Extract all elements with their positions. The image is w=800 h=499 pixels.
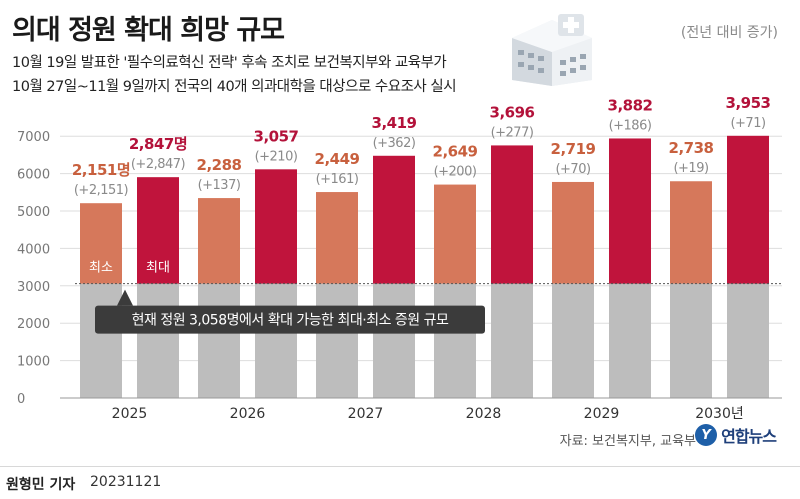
y-tick-label: 1000 [17,355,50,370]
bar-min [434,184,476,284]
annotation-box [95,305,485,334]
data-label-max: 3,057 [254,127,299,145]
page-title: 의대 정원 확대 희망 규모 [12,15,285,46]
data-label-max: 2,847명 [129,135,187,153]
chart-panel: 의대 정원 확대 희망 규모 (전년 대비 증가) 10월 19일 발표한 '필… [12,14,782,449]
bar-min [316,192,358,284]
bar-min [552,181,594,284]
bar-chart: 0 1000 2000 3000 4000 5000 6000 7000 2,151명 (+2,1… [17,94,782,422]
bar-base-min [316,283,358,398]
data-label-min: 2,738 [669,139,714,157]
y-tick-label: 5000 [17,205,50,220]
bar-base-min [670,283,712,398]
unit-note: (전년 대비 증가) [680,25,778,41]
series-label-min: 최소 [89,261,113,276]
increase-label-min: (+2,151) [74,183,128,198]
bar-max [255,169,297,284]
increase-label-min: (+70) [555,162,590,177]
annotation-text: 현재 정원 3,058명에서 확대 가능한 최대·최소 증원 규모 [132,313,449,329]
increase-label-max: (+2,847) [131,157,185,172]
increase-label-max: (+186) [609,118,652,133]
data-label-max: 3,419 [372,114,417,132]
bar-base-max [137,283,179,398]
bar-base-min [434,283,476,398]
y-tick-label: 0 [17,392,25,407]
y-tick-label: 2000 [17,317,50,332]
x-tick-label: 2025 [112,406,148,422]
bar-min [80,203,122,284]
y-tick-label: 7000 [17,130,50,145]
data-label-min: 2,288 [197,156,242,174]
footer: 원형민 기자 20231121 [0,466,800,499]
data-label-max: 3,882 [608,96,653,114]
bar-min [198,198,240,284]
bar-min [670,181,712,284]
publish-date: 20231121 [90,474,162,490]
data-label-min: 2,649 [433,143,478,161]
data-label-min: 2,719 [551,140,596,158]
bar-base-min [80,283,122,398]
increase-label-max: (+71) [730,116,765,131]
bar-base-min [552,283,594,398]
bar-base-max [373,283,415,398]
yonhap-logo-icon: Y [695,424,718,446]
increase-label-max: (+210) [255,149,298,164]
increase-label-max: (+362) [373,136,416,151]
increase-label-min: (+137) [198,178,241,193]
y-tick-label: 6000 [17,168,50,183]
data-label-max: 3,953 [726,94,771,112]
increase-label-max: (+277) [491,125,534,140]
bar-base-max [491,283,533,398]
y-tick-label: 4000 [17,242,50,257]
bar-max [609,138,651,284]
bar-max [727,135,769,284]
subtitle-line-2: 10월 27일~11월 9일까지 전국의 40개 의과대학을 대상으로 수요조사… [12,79,457,95]
bar-max [137,177,179,284]
series-label-max: 최대 [146,261,170,276]
source-note: 자료: 보건복지부, 교육부 [559,434,696,449]
hospital-building-icon [512,14,592,86]
increase-label-min: (+161) [316,172,359,187]
bar-base-min [198,283,240,398]
reporter-name: 원형민 기자 [6,477,76,493]
bar-base-max [609,283,651,398]
annotation-pointer [117,289,133,306]
x-tick-label: 2026 [230,406,266,422]
x-tick-label: 2030년 [695,406,744,422]
data-label-max: 3,696 [490,103,535,121]
data-label-min: 2,151명 [72,161,130,179]
data-label-min: 2,449 [315,150,360,168]
bar-base-max [255,283,297,398]
x-tick-label: 2028 [466,406,502,422]
x-tick-label: 2029 [584,406,620,422]
increase-label-min: (+19) [673,161,708,176]
logo-text: 연합뉴스 [721,427,777,446]
x-tick-label: 2027 [348,406,384,422]
bar-max [373,155,415,284]
subtitle-line-1: 10월 19일 발표한 '필수의료혁신 전략' 후속 조치로 보건복지부와 교육… [12,55,447,71]
yonhap-logo: Y 연합뉴스 [695,423,777,447]
increase-label-min: (+200) [434,165,477,180]
y-tick-label: 3000 [17,280,50,295]
bar-max [491,145,533,284]
bar-base-max [727,283,769,398]
